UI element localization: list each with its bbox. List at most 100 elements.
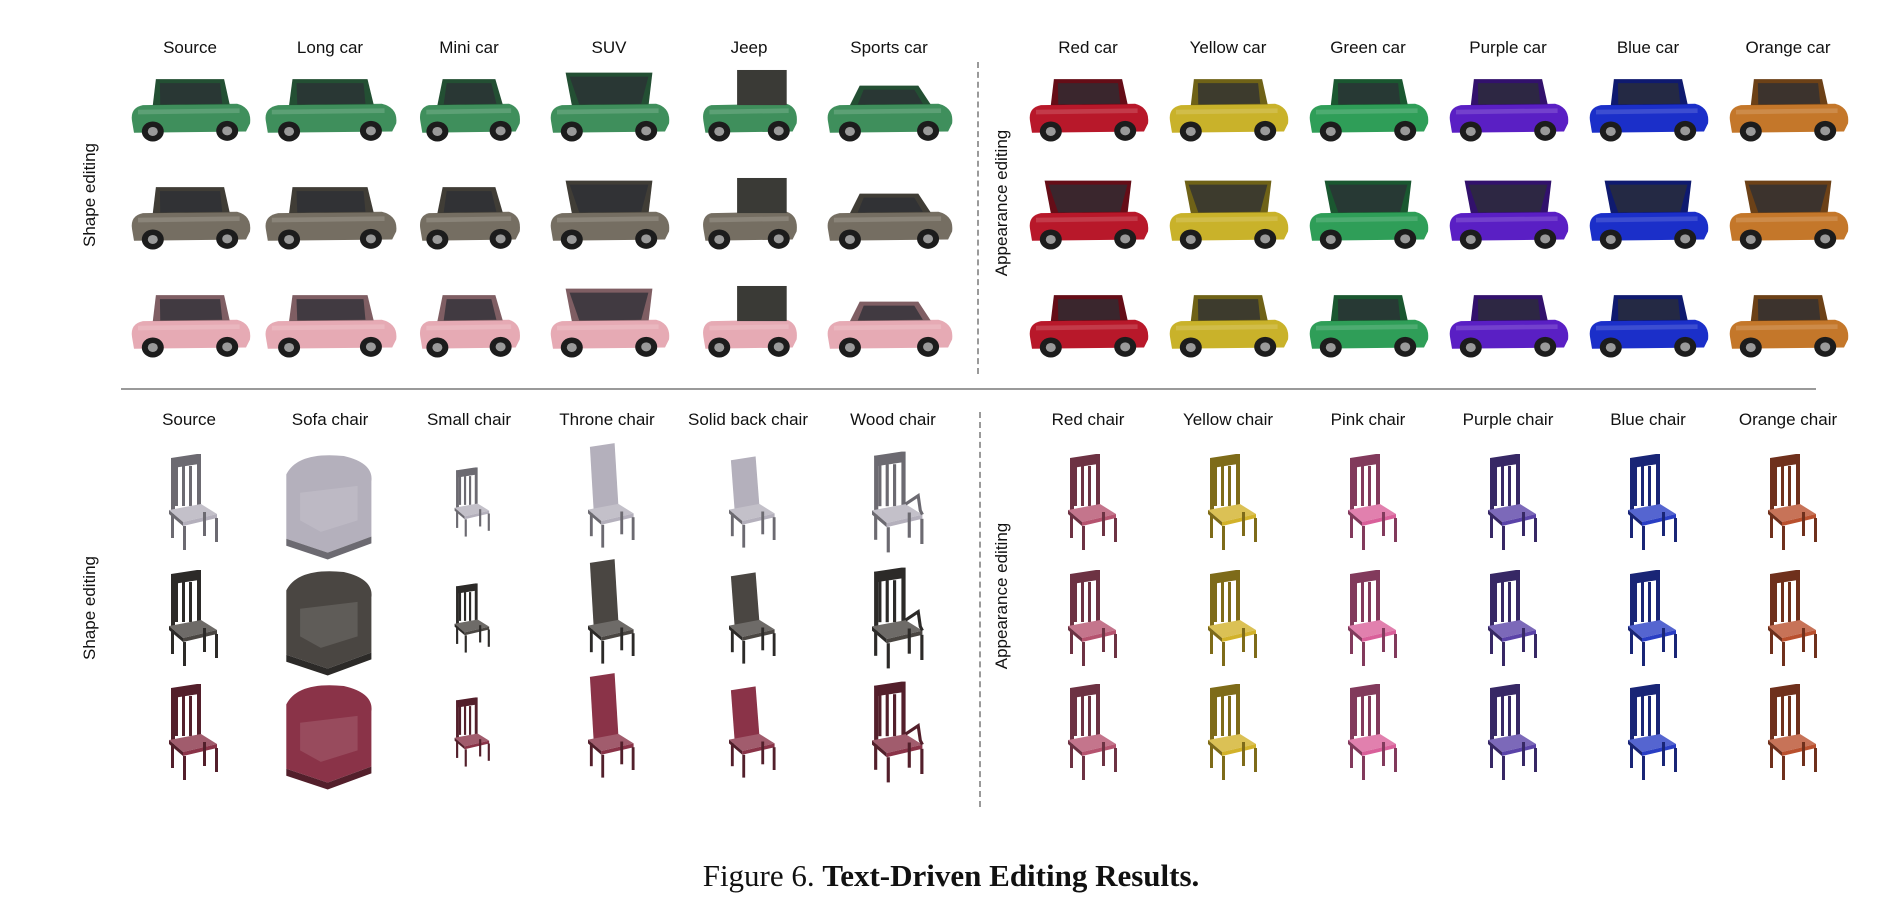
car-image-source-row-3 [131,295,251,358]
chair-image-small-chair-row-1 [454,467,490,537]
car-image-yellow-car-row-3 [1169,295,1289,358]
car-appearance-side-label: Appearance editing [992,129,1011,277]
chair-image-wood-chair-row-1 [872,451,924,553]
car-image-jeep-row-2 [703,177,797,250]
chair-col-sofa: Sofa chair [291,410,369,429]
car-image-blue-car-row-3 [1589,295,1709,358]
chair-appearance-side-label: Appearance editing [992,522,1011,670]
chair-image-purple-chair-row-3 [1488,684,1537,780]
car-image-suv-row-3 [550,288,670,358]
car-image-long-car-row-1 [265,79,397,142]
car-col-blue: Blue car [1616,38,1680,57]
chair-image-small-chair-row-2 [454,583,490,653]
chair-image-orange-chair-row-3 [1768,684,1817,780]
chair-image-wood-chair-row-2 [872,567,924,669]
car-col-long: Long car [296,38,364,57]
chair-image-sofa-chair-row-2 [286,571,372,676]
car-image-source-row-2 [131,187,251,250]
chair-image-yellow-chair-row-1 [1208,454,1257,550]
chair-image-source-row-3 [169,684,218,780]
chair-col-small: Small chair [426,410,512,429]
chair-image-pink-chair-row-1 [1348,454,1397,550]
chair-image-red-chair-row-1 [1068,454,1117,550]
car-image-sports-car-row-1 [827,85,953,142]
car-image-blue-car-row-2 [1589,180,1709,250]
car-image-long-car-row-2 [265,187,397,250]
car-image-long-car-row-3 [265,295,397,358]
chair-col-yellow: Yellow chair [1182,410,1274,429]
car-col-yellow: Yellow car [1189,38,1267,57]
chair-col-solid-back: Solid back chair [687,410,809,429]
chair-image-small-chair-row-3 [454,697,490,767]
chair-image-sofa-chair-row-1 [286,455,372,560]
car-image-blue-car-row-1 [1589,79,1709,142]
chair-image-pink-chair-row-2 [1348,570,1397,666]
chair-image-red-chair-row-2 [1068,570,1117,666]
section-divider [121,388,1816,390]
car-image-sports-car-row-2 [827,193,953,250]
car-col-purple: Purple car [1469,38,1547,57]
car-image-red-car-row-1 [1029,79,1149,142]
car-col-red: Red car [1058,38,1118,57]
chair-image-purple-chair-row-1 [1488,454,1537,550]
car-section-divider [977,62,979,374]
figure-caption: Figure 6. Text-Driven Editing Results. [0,858,1902,894]
car-image-sports-car-row-3 [827,301,953,358]
chair-image-wood-chair-row-3 [872,681,924,783]
chair-image-yellow-chair-row-2 [1208,570,1257,666]
car-shape-side-label: Shape editing [80,143,99,247]
car-image-purple-car-row-3 [1449,295,1569,358]
chair-image-solid-back-chair-row-1 [729,456,776,548]
chair-image-throne-chair-row-1 [588,443,635,548]
car-col-orange: Orange car [1745,38,1831,57]
chair-image-orange-chair-row-1 [1768,454,1817,550]
car-image-source-row-1 [131,79,251,142]
car-col-jeep: Jeep [730,38,768,57]
car-image-suv-row-1 [550,72,670,142]
car-col-mini: Mini car [439,38,499,57]
car-image-mini-car-row-1 [419,79,520,142]
chair-image-blue-chair-row-3 [1628,684,1677,780]
chair-image-throne-chair-row-3 [588,673,635,778]
car-col-sports: Sports car [850,38,928,57]
chair-image-source-row-1 [169,454,218,550]
chair-section-divider [979,412,981,807]
car-col-suv: SUV [591,38,627,57]
car-image-yellow-car-row-2 [1169,180,1289,250]
car-image-orange-car-row-3 [1729,295,1849,358]
chair-image-sofa-chair-row-3 [286,685,372,790]
car-image-purple-car-row-2 [1449,180,1569,250]
car-col-green: Green car [1330,38,1406,57]
chair-col-purple: Purple chair [1462,410,1554,429]
chair-shape-side-label: Shape editing [80,556,99,660]
car-col-source: Source [163,38,217,57]
car-image-purple-car-row-1 [1449,79,1569,142]
chair-image-throne-chair-row-2 [588,559,635,664]
car-image-orange-car-row-1 [1729,79,1849,142]
chair-image-red-chair-row-3 [1068,684,1117,780]
chair-col-orange: Orange chair [1738,410,1838,429]
car-image-yellow-car-row-1 [1169,79,1289,142]
chair-image-solid-back-chair-row-2 [729,572,776,664]
chair-col-pink: Pink chair [1330,410,1406,429]
car-image-red-car-row-3 [1029,295,1149,358]
chair-image-yellow-chair-row-3 [1208,684,1257,780]
car-image-orange-car-row-2 [1729,180,1849,250]
car-image-red-car-row-2 [1029,180,1149,250]
car-image-mini-car-row-3 [419,295,520,358]
chair-col-blue: Blue chair [1610,410,1686,429]
chair-col-red: Red chair [1051,410,1125,429]
caption-label: Figure 6. [702,858,815,893]
car-image-jeep-row-3 [703,285,797,358]
car-image-green-car-row-3 [1309,295,1429,358]
car-image-green-car-row-1 [1309,79,1429,142]
chair-image-source-row-2 [169,570,218,666]
chair-image-purple-chair-row-2 [1488,570,1537,666]
car-image-suv-row-2 [550,180,670,250]
car-image-jeep-row-1 [703,69,797,142]
chair-col-throne: Throne chair [559,410,655,429]
chair-image-blue-chair-row-1 [1628,454,1677,550]
car-image-mini-car-row-2 [419,187,520,250]
chair-image-solid-back-chair-row-3 [729,686,776,778]
chair-image-pink-chair-row-3 [1348,684,1397,780]
